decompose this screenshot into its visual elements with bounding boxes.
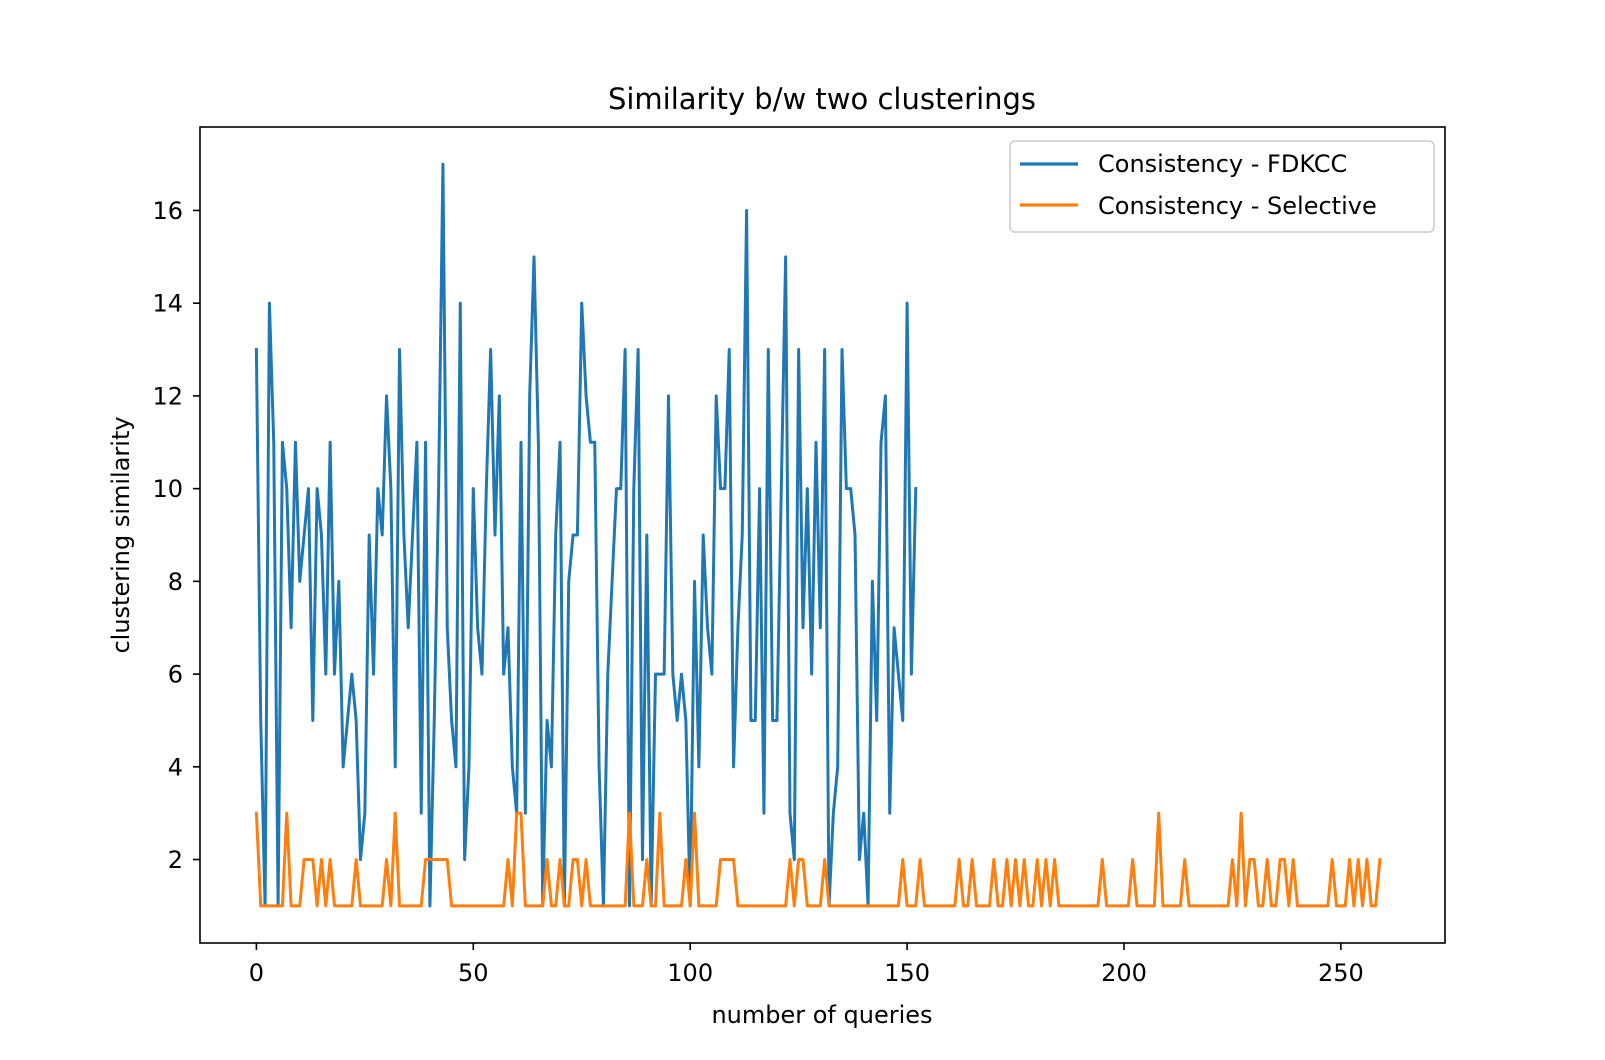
y-tick-label: 8 bbox=[168, 568, 183, 596]
x-tick-label: 250 bbox=[1318, 959, 1364, 987]
y-axis-ticks: 2 4 6 8 10 12 14 16 bbox=[152, 197, 200, 874]
x-axis-title: number of queries bbox=[711, 1001, 932, 1029]
legend-label-fdkcc: Consistency - FDKCC bbox=[1098, 150, 1347, 178]
y-tick-label: 16 bbox=[152, 197, 183, 225]
legend: Consistency - FDKCC Consistency - Select… bbox=[1009, 140, 1435, 233]
series-layer bbox=[254, 162, 1382, 908]
legend-box bbox=[1009, 140, 1435, 233]
x-tick-label: 0 bbox=[249, 959, 264, 987]
y-tick-label: 4 bbox=[168, 753, 183, 781]
series-line-consistency-fdkcc bbox=[254, 162, 918, 908]
x-tick-label: 50 bbox=[458, 959, 489, 987]
x-axis-ticks: 0 50 100 150 200 250 bbox=[249, 943, 1364, 987]
y-tick-label: 10 bbox=[152, 475, 183, 503]
y-tick-label: 2 bbox=[168, 846, 183, 874]
x-tick-label: 200 bbox=[1101, 959, 1147, 987]
x-tick-label: 150 bbox=[884, 959, 930, 987]
y-tick-label: 12 bbox=[152, 382, 183, 410]
y-tick-label: 6 bbox=[168, 661, 183, 689]
chart-title: Similarity b/w two clusterings bbox=[608, 82, 1036, 116]
plot-area-frame bbox=[199, 126, 1446, 944]
y-axis-title: clustering similarity bbox=[107, 416, 135, 653]
legend-label-selective: Consistency - Selective bbox=[1098, 192, 1377, 220]
series-line-consistency-selective bbox=[254, 811, 1382, 908]
y-tick-label: 14 bbox=[152, 290, 183, 318]
x-tick-label: 100 bbox=[667, 959, 713, 987]
